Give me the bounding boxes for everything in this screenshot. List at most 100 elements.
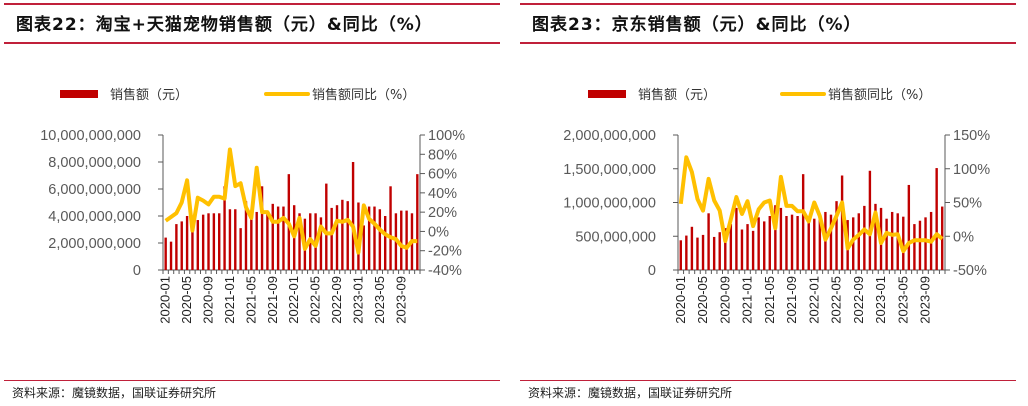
line-yoy-growth xyxy=(164,147,418,255)
bar-sales xyxy=(924,217,927,270)
title-top-rule xyxy=(4,3,500,5)
left-tick-label: 2,000,000,000 xyxy=(48,236,141,252)
right-tick-label: 100% xyxy=(953,162,990,178)
bar-sales xyxy=(201,214,205,270)
left-tick-label: 6,000,000,000 xyxy=(48,182,141,198)
bar-sales xyxy=(351,162,355,270)
right-tick-label: 0% xyxy=(428,224,449,240)
bar-sales xyxy=(701,234,705,270)
x-tick-label: 2023-09 xyxy=(918,276,933,324)
right-tick-label: 40% xyxy=(428,186,457,202)
x-tick-label: 2022-05 xyxy=(308,276,323,324)
bar-sales xyxy=(774,205,777,270)
bar-sales xyxy=(212,213,216,270)
x-tick-label: 2021-09 xyxy=(265,276,280,324)
bar-sales xyxy=(840,175,844,270)
bar-sales xyxy=(740,229,744,270)
bar-sales xyxy=(223,186,226,270)
bar-sales xyxy=(679,240,682,270)
x-tick-label: 2021-05 xyxy=(762,276,777,324)
bar-sales xyxy=(696,237,699,270)
bar-sales xyxy=(724,228,727,270)
bar-sales xyxy=(389,186,392,270)
chart-svg: 销售额（元） 销售额同比（%） 10,000,000,000 8,000,000,00… xyxy=(40,87,465,324)
bar-sales xyxy=(367,206,371,270)
bar-sales xyxy=(857,213,860,270)
left-tick-label: 0 xyxy=(648,263,656,279)
chart-panel-jd: 图表23：京东销售额（元）&同比（%） 销售额（元） 销售额同比（%） 2,000,… xyxy=(520,0,1024,406)
title-bottom-rule xyxy=(520,42,1016,44)
right-tick-label: -20% xyxy=(428,244,462,260)
bar-sales xyxy=(746,224,749,270)
right-tick-label: 100% xyxy=(428,128,465,144)
chart-svg: 销售额（元） 销售额同比（%） 2,000,000,000 1,500,000,000… xyxy=(563,87,990,324)
bar-sales xyxy=(757,217,760,270)
bar-sales xyxy=(234,209,237,270)
source-rule xyxy=(4,380,500,381)
x-tick-label: 2023-05 xyxy=(372,276,387,324)
x-tick-label: 2023-01 xyxy=(873,276,888,324)
x-tick-label: 2020-09 xyxy=(717,276,732,324)
legend-line-label: 销售额同比（%） xyxy=(312,87,415,103)
x-tick-label: 2022-09 xyxy=(851,276,866,324)
bar-sales xyxy=(885,218,888,270)
bar-sales xyxy=(319,217,323,270)
bar-sales xyxy=(779,207,783,270)
bar-sales xyxy=(325,183,328,270)
bar-sales xyxy=(729,224,733,270)
x-tick-label: 2023-05 xyxy=(895,276,910,324)
left-tick-label: 8,000,000,000 xyxy=(48,155,141,171)
bar-sales xyxy=(378,209,382,270)
bar-sales xyxy=(818,216,822,270)
x-tick-label: 2022-01 xyxy=(806,276,821,324)
source-note: 资料来源：魔镜数据，国联证券研究所 xyxy=(528,386,733,400)
bar-sales xyxy=(330,207,333,270)
x-tick-label: 2023-01 xyxy=(350,276,365,324)
bar-sales xyxy=(813,218,816,270)
bar-sales xyxy=(707,213,710,270)
bar-sales xyxy=(383,216,387,270)
bar-sales xyxy=(228,209,232,270)
right-tick-label: 80% xyxy=(428,147,457,163)
bar-sales xyxy=(712,236,716,270)
bar-sales xyxy=(335,205,339,270)
bar-sales xyxy=(191,220,194,270)
bar-sales xyxy=(207,213,210,270)
title-top-rule xyxy=(520,3,1016,5)
bar-sales xyxy=(416,174,419,270)
bar-sales xyxy=(405,210,408,270)
bar-sales xyxy=(266,211,269,270)
x-tick-label: 2020-01 xyxy=(673,276,688,324)
bar-sales xyxy=(868,170,872,270)
bar-sales xyxy=(250,210,253,270)
bar-sales xyxy=(935,168,938,270)
bar-sales xyxy=(196,220,200,270)
right-tick-label: 0% xyxy=(953,229,974,245)
left-tick-label: 1,000,000,000 xyxy=(563,196,656,212)
bar-sales xyxy=(185,216,189,270)
x-tick-label: 2023-09 xyxy=(393,276,408,324)
bar-sales xyxy=(341,199,344,270)
legend-bar-swatch xyxy=(588,90,626,98)
bar-sales xyxy=(169,241,173,270)
right-tick-label: -50% xyxy=(953,263,987,279)
title-bottom-rule xyxy=(4,42,500,44)
line-yoy-growth xyxy=(678,155,944,254)
left-tick-label: 1,500,000,000 xyxy=(563,162,656,178)
bar-sales xyxy=(790,214,794,270)
source-rule xyxy=(520,380,1016,381)
bar-sales xyxy=(796,216,799,270)
legend-line-label: 销售额同比（%） xyxy=(828,87,931,103)
x-tick-label: 2021-01 xyxy=(740,276,755,324)
bar-sales xyxy=(874,203,877,270)
bar-sales xyxy=(346,201,349,270)
bar-sales xyxy=(896,213,899,270)
right-tick-label: -40% xyxy=(428,263,462,279)
bar-sales xyxy=(373,206,376,270)
x-tick-label: 2020-01 xyxy=(158,276,173,324)
bar-sales xyxy=(218,213,221,270)
x-tick-label: 2020-05 xyxy=(695,276,710,324)
bar-sales xyxy=(175,224,178,270)
chart-title: 图表22：淘宝+天猫宠物销售额（元）&同比（%） xyxy=(16,15,433,35)
bar-sales xyxy=(260,186,264,270)
